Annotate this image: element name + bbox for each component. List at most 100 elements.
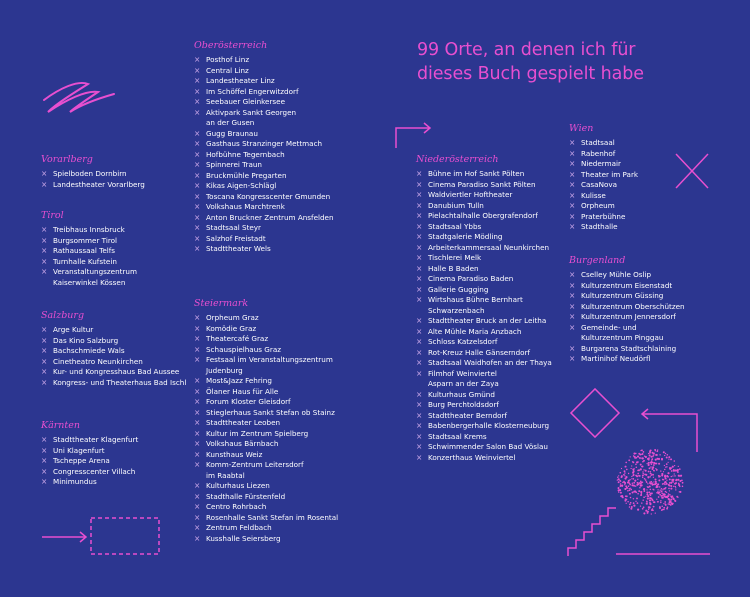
section-salzburg: Salzburg Arge KulturDas Kino SalzburgBach…	[41, 310, 186, 388]
list-item: Schloss Katzelsdorf	[416, 337, 552, 348]
dot	[647, 476, 650, 478]
dot	[642, 472, 644, 475]
venue-name: Stadttheater Klagenfurt	[53, 435, 139, 444]
venue-name: Kulturzentrum Jennersdorf	[581, 312, 676, 321]
dot	[663, 495, 666, 498]
dot	[648, 485, 651, 488]
dot	[624, 484, 626, 486]
dot	[633, 473, 635, 476]
dot	[643, 490, 646, 492]
venue-name: Veranstaltungszentrum	[53, 267, 137, 276]
dot	[681, 481, 684, 484]
list-item: Orpheum	[569, 201, 638, 212]
dot	[681, 485, 684, 488]
venue-name: Most&Jazz Fehring	[206, 376, 272, 385]
venue-name: Asparn an der Zaya	[428, 379, 499, 388]
venue-name: Gallerie Gugging	[428, 284, 489, 294]
dot	[620, 476, 623, 479]
dot	[675, 482, 677, 484]
dot	[666, 496, 669, 499]
dot	[633, 504, 636, 507]
dot	[635, 463, 637, 466]
dot	[633, 452, 636, 455]
dot	[627, 500, 629, 503]
dot	[624, 499, 627, 502]
venue-name: Kaiserwinkel Kössen	[53, 277, 126, 287]
venue-list: Cselley Mühle OslipKulturzentrum Eisenst…	[569, 270, 685, 365]
venue-name: Judenburg	[206, 365, 243, 375]
dot	[640, 490, 643, 494]
right-arrow-icon	[42, 531, 88, 543]
dot	[649, 471, 652, 473]
venue-name: Stadtsaal Steyr	[206, 223, 262, 232]
dot	[646, 489, 648, 491]
venue-name: Cselley Mühle Oslip	[581, 270, 652, 279]
dot	[672, 478, 675, 481]
dot	[624, 495, 627, 498]
dot	[629, 501, 632, 504]
corner-arrow-icon	[395, 122, 432, 148]
dot	[644, 469, 647, 472]
dot	[660, 457, 664, 460]
dot	[670, 458, 673, 461]
dot	[638, 469, 640, 472]
dot	[635, 485, 637, 487]
venue-name: Stadttheater Leoben	[206, 418, 281, 427]
section-burgenland: BurgenlandCselley Mühle OslipKulturzentr…	[569, 255, 685, 365]
dot	[652, 488, 654, 490]
dot	[631, 482, 633, 484]
x-cross-icon	[675, 153, 709, 189]
dot	[650, 513, 652, 515]
dot	[661, 497, 663, 499]
section-oberoesterreich: Oberösterreich Posthof LinzCentral LinzLa…	[194, 40, 334, 255]
dot	[667, 472, 670, 475]
venue-name: Praterbühne	[581, 211, 626, 221]
venue-name: Landestheater Linz	[206, 76, 275, 85]
section-steiermark: Steiermark Orpheum GrazKomödie GrazTheate…	[194, 298, 338, 544]
dot	[629, 487, 632, 489]
dot	[670, 481, 673, 484]
venue-name: Volkshaus Marchtrenk	[206, 202, 285, 211]
venue-name: Kusshalle Seiersberg	[206, 533, 281, 543]
dot	[668, 458, 670, 460]
dot	[639, 480, 642, 483]
dot	[632, 471, 635, 474]
dot	[664, 454, 666, 457]
dot	[629, 483, 631, 486]
dot	[652, 483, 654, 486]
list-item: Kulturhaus Liezen	[194, 481, 338, 492]
dot	[625, 486, 629, 489]
venue-name: Stadtsaal Krems	[428, 431, 487, 441]
dot	[647, 495, 650, 498]
dot	[646, 486, 648, 488]
dot	[659, 454, 661, 456]
section-heading: Steiermark	[194, 298, 249, 309]
dot	[631, 465, 633, 467]
dot	[653, 462, 656, 465]
list-item: Turnhalle Kufstein	[41, 257, 137, 268]
dot	[649, 493, 651, 496]
dot	[673, 460, 676, 462]
dot	[661, 505, 663, 507]
dot	[619, 491, 622, 494]
section-vorarlberg: Vorarlberg Spielboden DornbirnLandestheat…	[41, 154, 145, 190]
list-item: Praterbühne	[569, 212, 638, 223]
dot	[638, 452, 641, 455]
venue-list: Bühne im Hof Sankt PöltenCinema Paradiso…	[416, 169, 552, 463]
dot	[642, 488, 645, 491]
dot	[649, 461, 652, 464]
venue-name: Rot-Kreuz Halle Gänserndorf	[428, 347, 531, 357]
staircase-icon	[567, 507, 616, 556]
dot	[650, 509, 653, 511]
dot	[661, 474, 664, 477]
list-item: Stadtsaal	[569, 138, 638, 149]
dot	[619, 483, 622, 485]
list-item: Kur- und Kongresshaus Bad Aussee	[41, 367, 186, 378]
dot	[668, 494, 671, 496]
dot	[668, 482, 671, 484]
list-item: Bühne im Hof Sankt Pölten	[416, 169, 552, 180]
dot	[663, 506, 666, 509]
